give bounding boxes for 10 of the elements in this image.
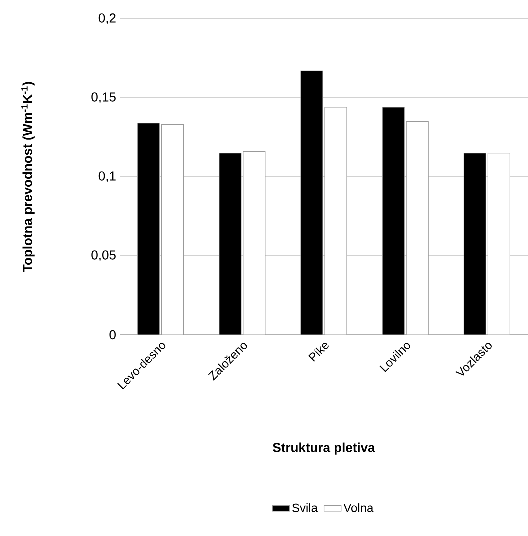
y-tick-label: 0,1 (98, 172, 116, 182)
x-axis-title: Struktura pletiva (273, 442, 376, 455)
y-tick-label: 0,2 (98, 14, 116, 24)
legend-label: Volna (344, 504, 374, 512)
y-tick-label: 0,15 (92, 92, 116, 104)
y-tick-label: 0,05 (92, 250, 116, 262)
x-tick-label: Pike (308, 343, 329, 362)
y-axis-title: Toplotna prevodnost (Wm$^{-1}$K$^{-1}$) (22, 82, 35, 272)
y-tick-label: 0 (110, 330, 116, 340)
legend-label: Svila (292, 504, 318, 512)
